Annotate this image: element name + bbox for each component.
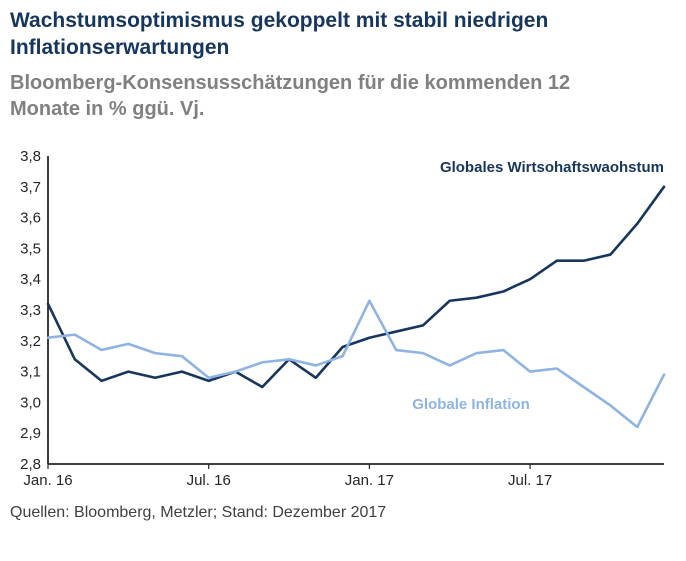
y-axis-label: 3,6 xyxy=(20,209,41,226)
source-note: Quellen: Bloomberg, Metzler; Stand: Deze… xyxy=(10,503,387,521)
y-axis-label: 2,8 xyxy=(20,456,41,473)
y-axis-label: 3,1 xyxy=(20,363,41,380)
inflation-series-label: Globale Inflation xyxy=(412,396,530,413)
chart-canvas: 2,8 2,9 3,0 3,1 3,2 3,3 3,4 3,5 3,6 3,7 3,8 Jan. 16… xyxy=(10,146,670,494)
x-axis-label: Jan. 17 xyxy=(345,472,394,489)
x-axis-label: Jul. 17 xyxy=(508,472,552,489)
y-axis-label: 3,8 xyxy=(20,148,41,165)
chart-subtitle: Bloomberg-Konsensusschätzungen für die k… xyxy=(10,71,571,120)
y-axis-label: 2,9 xyxy=(20,425,41,442)
y-axis-label: 3,7 xyxy=(20,179,41,196)
growth-series-label: Globales Wirtsohaftswaohstum xyxy=(440,159,664,176)
line-chart: 2,8 2,9 3,0 3,1 3,2 3,3 3,4 3,5 3,6 3,7 3,8 Jan. 16… xyxy=(20,148,666,489)
inflation-line xyxy=(46,299,666,429)
y-axis-label: 3,5 xyxy=(20,240,41,257)
y-axis-label: 3,0 xyxy=(20,394,41,411)
y-axis-label: 3,2 xyxy=(20,333,41,350)
x-axis-label: Jan. 16 xyxy=(23,472,72,489)
chart-title: Wachstumsoptimismus gekoppelt mit stabil… xyxy=(10,9,549,59)
x-axis-label: Jul. 16 xyxy=(187,472,231,489)
y-axis-label: 3,4 xyxy=(20,271,41,288)
growth-line xyxy=(46,185,666,389)
y-axis-label: 3,3 xyxy=(20,302,41,319)
